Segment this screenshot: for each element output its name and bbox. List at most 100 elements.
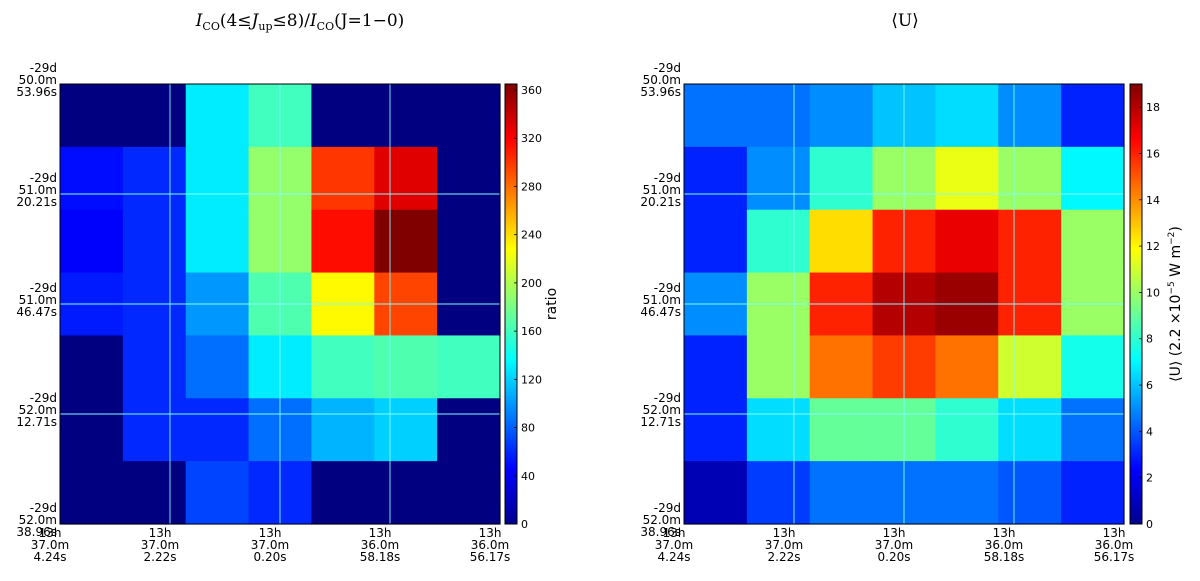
right-grid-lines [684, 84, 1124, 524]
colorbar-tick-label: 0 [1146, 518, 1153, 531]
heatmap-cell-r6-c1 [122, 461, 187, 525]
y-tick-label: -29d 50.0m 53.96s [16, 61, 57, 99]
left-colorbar-label: ratio [544, 288, 560, 320]
colorbar-tick-label: 320 [521, 132, 542, 145]
colorbar-tick-label: 2 [1146, 472, 1153, 485]
heatmap-cell-r5-c1 [746, 398, 811, 462]
heatmap-cell-r2-c2 [809, 209, 874, 274]
heatmap-cell-r5-c5 [998, 398, 1062, 462]
heatmap-cell-r4-c1 [122, 335, 187, 399]
colorbar-tick-label: 40 [521, 470, 535, 483]
x-tick-label: 13h 37.0m 2.22s [141, 526, 179, 564]
colorbar-tick-label: 120 [521, 373, 542, 386]
heatmap-cell-r6-c5 [374, 461, 438, 525]
heatmap-cell-r4-c1 [746, 335, 811, 399]
heatmap-cell-r0-c0 [60, 84, 124, 148]
heatmap-cell-r4-c2 [809, 335, 874, 399]
heatmap-cell-r2-c0 [684, 209, 748, 274]
left-grid-lines [60, 84, 500, 524]
colorbar-tick-label: 240 [521, 229, 542, 242]
heatmap-cell-r6-c2 [809, 461, 874, 525]
heatmap-cell-r5-c1 [122, 398, 187, 462]
y-tick-label: -29d 51.0m 46.47s [640, 281, 681, 319]
heatmap-cell-r5-c0 [60, 398, 124, 462]
heatmap-cell-r1-c5 [998, 146, 1062, 211]
heatmap-cell-r2-c2 [185, 209, 250, 274]
heatmap-cell-r5-c4 [935, 398, 999, 462]
left-x-axis: 13h 37.0m 4.24s 13h 37.0m 2.22s 13h 37.0m 0.20s 1… [31, 526, 511, 564]
heatmap-cell-r2-c6 [437, 209, 501, 274]
x-tick-label: 13h 37.0m 4.24s [655, 526, 693, 564]
y-tick-label: -29d 52.0m 12.71s [16, 391, 57, 429]
heatmap-cell-r0-c5 [374, 84, 438, 148]
colorbar-tick-label: 200 [521, 277, 542, 290]
y-tick-label: -29d 50.0m 53.96s [640, 61, 681, 99]
heatmap-cell-r1-c6 [1061, 146, 1125, 211]
heatmap-cell-r2-c5 [374, 209, 438, 274]
heatmap-cell-r6-c0 [684, 461, 748, 525]
y-tick-label: -29d 52.0m 38.96s [640, 501, 681, 539]
heatmap-cell-r6-c6 [1061, 461, 1125, 525]
heatmap-cell-r2-c5 [998, 209, 1062, 274]
x-tick-label: 13h 36.0m 58.18s [360, 526, 401, 564]
heatmap-cell-r1-c5 [374, 146, 438, 211]
x-tick-label: 13h 36.0m 58.18s [984, 526, 1025, 564]
y-tick-label: -29d 51.0m 20.21s [640, 171, 681, 209]
x-tick-label: 13h 36.0m 56.17s [470, 526, 511, 564]
colorbar-tick-label: 16 [1146, 147, 1160, 160]
heatmap-cell-r1-c1 [122, 146, 187, 211]
heatmap-cell-r1-c6 [437, 146, 501, 211]
x-tick-label: 13h 37.0m 0.20s [875, 526, 913, 564]
colorbar-tick-label: 10 [1146, 286, 1160, 299]
heatmap-cell-r6-c4 [311, 461, 375, 525]
colorbar-tick-label: 0 [521, 518, 528, 531]
colorbar-tick-label: 4 [1146, 425, 1153, 438]
x-tick-label: 13h 37.0m 2.22s [765, 526, 803, 564]
heatmap-cell-r6-c6 [437, 461, 501, 525]
heatmap-cell-r5-c6 [1061, 398, 1125, 462]
heatmap-cell-r4-c5 [998, 335, 1062, 399]
colorbar-tick-label: 18 [1146, 101, 1160, 114]
colorbar-tick-label: 8 [1146, 333, 1153, 346]
heatmap-cell-r6-c4 [935, 461, 999, 525]
right-plot-frame [683, 83, 1125, 525]
heatmap-cell-r6-c1 [746, 461, 811, 525]
y-tick-label: -29d 51.0m 46.47s [16, 281, 57, 319]
heatmap-cell-r2-c6 [1061, 209, 1125, 274]
heatmap-cell-r5-c0 [684, 398, 748, 462]
heatmap-cell-r1-c4 [311, 146, 375, 211]
heatmap-cell-r0-c1 [746, 84, 811, 148]
left-panel: ICO(4≤Jup≤8)/ICO(J=1−0) 13h 37.0m 4.24s13h… [16, 11, 560, 564]
right-title: ⟨U⟩ [891, 11, 919, 31]
heatmap-cell-r4-c2 [185, 335, 250, 399]
y-tick-label: -29d 52.0m 12.71s [640, 391, 681, 429]
heatmap-cell-r2-c1 [122, 209, 187, 274]
right-panel: ⟨U⟩ 13h 37.0m 4.24s 13h 37.0m 2.22s 13h 37.0m 0.… [640, 11, 1184, 564]
colorbar-tick-label: 160 [521, 325, 542, 338]
heatmap-cell-r1-c0 [684, 146, 748, 211]
heatmap-cell-r0-c6 [1061, 84, 1125, 148]
x-tick-label: 13h 36.0m 56.17s [1094, 526, 1135, 564]
colorbar-tick-label: 80 [521, 422, 535, 435]
heatmap-cell-r0-c2 [185, 84, 250, 148]
y-tick-label: -29d 52.0m 38.96s [16, 501, 57, 539]
colorbar-tick-label: 280 [521, 180, 542, 193]
heatmap-cell-r5-c6 [437, 398, 501, 462]
heatmap-cell-r0-c0 [684, 84, 748, 148]
left-plot-frame [59, 83, 501, 525]
heatmap-cell-r5-c2 [809, 398, 874, 462]
heatmap-cell-r0-c5 [998, 84, 1062, 148]
colorbar-tick-label: 14 [1146, 194, 1160, 207]
y-tick-label: -29d 51.0m 20.21s [16, 171, 57, 209]
heatmap-cell-r0-c2 [809, 84, 874, 148]
heatmap-cell-r4-c5 [374, 335, 438, 399]
heatmap-cell-r6-c2 [185, 461, 250, 525]
heatmap-cell-r1-c2 [185, 146, 250, 211]
x-tick-label: 13h 37.0m 4.24s [31, 526, 69, 564]
right-colorbar [1129, 83, 1143, 525]
colorbar-tick-label: 6 [1146, 379, 1153, 392]
heatmap-cell-r0-c4 [311, 84, 375, 148]
left-y-axis: -29d 50.0m 53.96s -29d 51.0m 20.21s -29d 51.0m 4… [16, 61, 57, 539]
colorbar-tick-label: 360 [521, 84, 542, 97]
